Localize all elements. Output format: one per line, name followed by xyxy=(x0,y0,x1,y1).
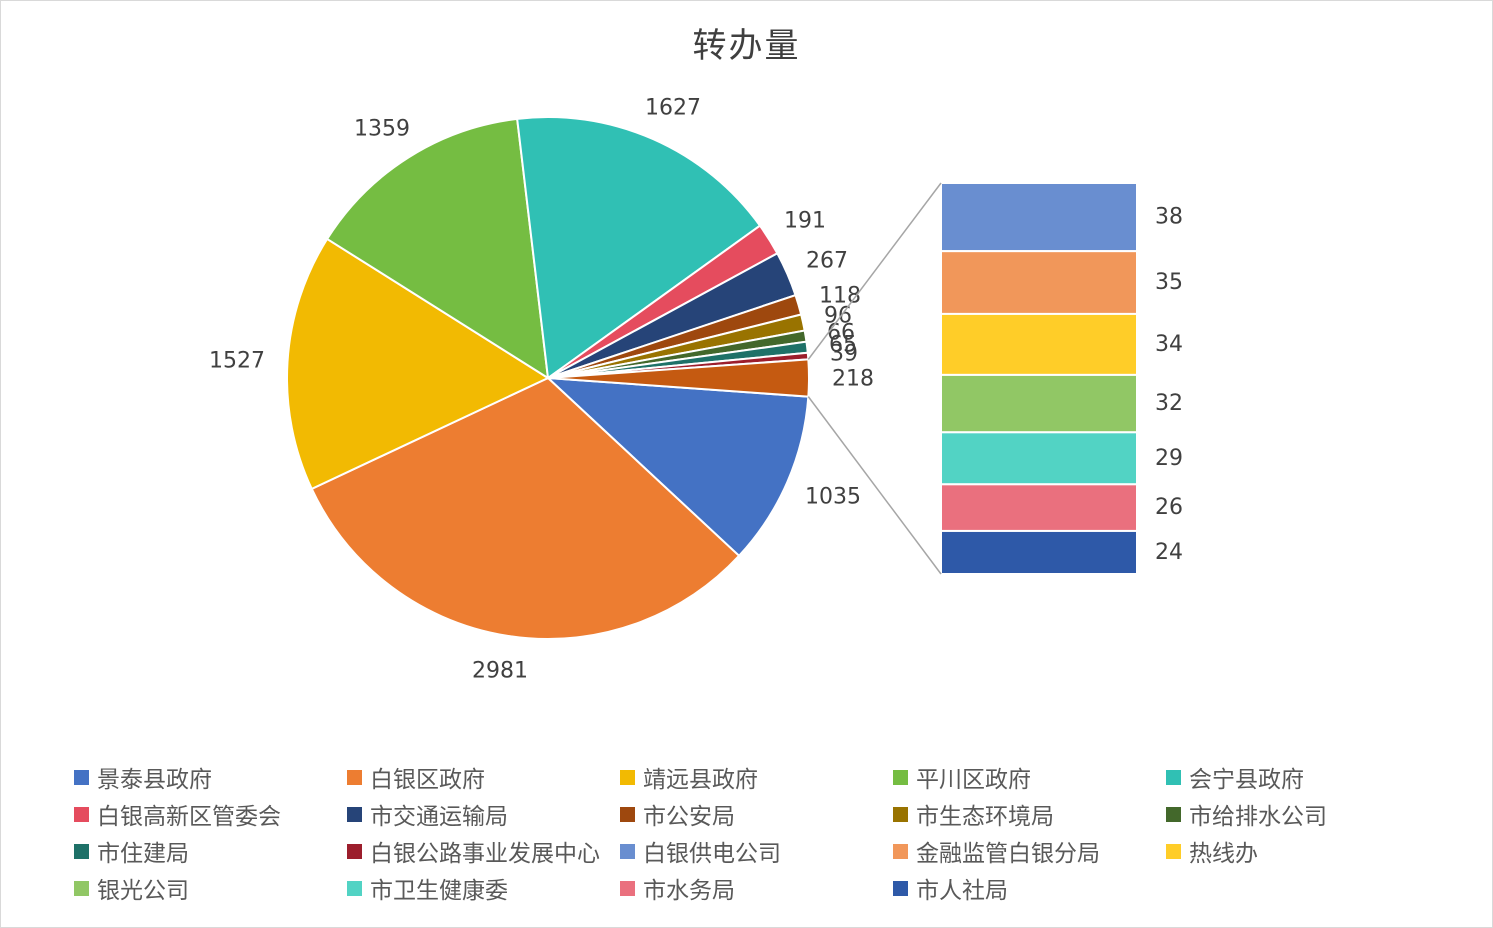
legend-swatch xyxy=(893,769,908,785)
data-label: 191 xyxy=(784,209,826,234)
legend-item: 白银公路事业发展中心 xyxy=(347,834,600,868)
legend-item: 银光公司 xyxy=(74,871,189,905)
legend-label: 市人社局 xyxy=(916,878,1008,904)
data-label: 2981 xyxy=(472,659,528,684)
pie-slice-other xyxy=(547,358,810,398)
legend-label: 市公安局 xyxy=(643,804,735,830)
legend-item: 会宁县政府 xyxy=(1166,760,1304,794)
legend-label: 金融监管白银分局 xyxy=(916,841,1100,867)
legend-swatch xyxy=(347,806,362,822)
bar-segment xyxy=(940,483,1138,532)
legend-label: 银光公司 xyxy=(97,878,189,904)
legend-item: 市公安局 xyxy=(620,797,735,831)
legend-item: 金融监管白银分局 xyxy=(893,834,1100,868)
data-label: 66 xyxy=(827,321,855,346)
legend-swatch xyxy=(347,843,362,859)
legend-swatch xyxy=(620,843,635,859)
legend-label: 会宁县政府 xyxy=(1189,767,1304,793)
bar-segment xyxy=(940,529,1138,576)
bar-data-label: 35 xyxy=(1155,270,1183,295)
data-label: 1627 xyxy=(645,96,701,121)
connector-line xyxy=(807,396,942,575)
data-label-other: 218 xyxy=(832,367,874,392)
legend-item: 市交通运输局 xyxy=(347,797,508,831)
legend-item: 热线办 xyxy=(1166,834,1258,868)
chart-title: 转办量 xyxy=(692,26,801,66)
legend-swatch xyxy=(893,880,908,896)
data-label: 267 xyxy=(806,249,848,274)
bar-segment xyxy=(940,250,1138,315)
legend-label: 靖远县政府 xyxy=(643,767,758,793)
bar-segment xyxy=(940,182,1138,253)
legend-item: 平川区政府 xyxy=(893,760,1031,794)
legend-item: 白银高新区管委会 xyxy=(74,797,281,831)
bar-data-label: 34 xyxy=(1155,332,1183,357)
legend-swatch xyxy=(74,806,89,822)
legend-swatch xyxy=(74,769,89,785)
legend-label: 白银高新区管委会 xyxy=(97,804,281,830)
bar-data-label: 24 xyxy=(1155,540,1183,565)
legend-swatch xyxy=(1166,806,1181,822)
legend-label: 市住建局 xyxy=(97,841,189,867)
legend-item: 市卫生健康委 xyxy=(347,871,508,905)
bar-segment xyxy=(940,312,1138,376)
pie-slice xyxy=(310,376,741,641)
pie-slice xyxy=(286,237,551,491)
legend-swatch xyxy=(347,769,362,785)
bar-data-label: 26 xyxy=(1155,495,1183,520)
legend-swatch xyxy=(347,880,362,896)
data-label: 65 xyxy=(829,333,857,358)
legend-item: 靖远县政府 xyxy=(620,760,758,794)
legend-label: 白银公路事业发展中心 xyxy=(370,841,600,867)
legend-item: 市给排水公司 xyxy=(1166,797,1327,831)
legend-item: 景泰县政府 xyxy=(74,760,212,794)
data-label: 1527 xyxy=(209,349,265,374)
legend-swatch xyxy=(620,769,635,785)
legend-label: 市给排水公司 xyxy=(1189,804,1327,830)
legend-label: 市卫生健康委 xyxy=(370,878,508,904)
bar-segment xyxy=(940,431,1138,486)
data-label: 1359 xyxy=(354,117,410,142)
legend-label: 市水务局 xyxy=(643,878,735,904)
legend-swatch xyxy=(74,880,89,896)
legend-item: 市住建局 xyxy=(74,834,189,868)
bar-data-label: 32 xyxy=(1155,391,1183,416)
legend-swatch xyxy=(1166,769,1181,785)
legend-label: 景泰县政府 xyxy=(97,767,212,793)
legend-item: 白银区政府 xyxy=(347,760,485,794)
legend-item: 市水务局 xyxy=(620,871,735,905)
legend-swatch xyxy=(620,806,635,822)
legend-label: 白银区政府 xyxy=(370,767,485,793)
legend-label: 市交通运输局 xyxy=(370,804,508,830)
connector-line xyxy=(807,182,942,360)
bar-segment xyxy=(940,373,1138,434)
legend-swatch xyxy=(1166,843,1181,859)
data-label: 118 xyxy=(819,284,861,309)
bar-data-label: 29 xyxy=(1155,446,1183,471)
pie-slice xyxy=(325,117,550,380)
bar-data-label: 38 xyxy=(1155,205,1183,230)
legend-item: 市人社局 xyxy=(893,871,1008,905)
legend-item: 市生态环境局 xyxy=(893,797,1054,831)
legend-item: 白银供电公司 xyxy=(620,834,781,868)
data-label: 39 xyxy=(830,342,858,367)
legend-swatch xyxy=(893,843,908,859)
legend-swatch xyxy=(620,880,635,896)
legend-label: 市生态环境局 xyxy=(916,804,1054,830)
legend-label: 白银供电公司 xyxy=(643,841,781,867)
legend-label: 平川区政府 xyxy=(916,767,1031,793)
pie-slice xyxy=(545,376,810,558)
legend-swatch xyxy=(74,843,89,859)
legend-swatch xyxy=(893,806,908,822)
pie-slice xyxy=(516,116,762,380)
legend-label: 热线办 xyxy=(1189,841,1258,867)
data-label: 1035 xyxy=(805,485,861,510)
